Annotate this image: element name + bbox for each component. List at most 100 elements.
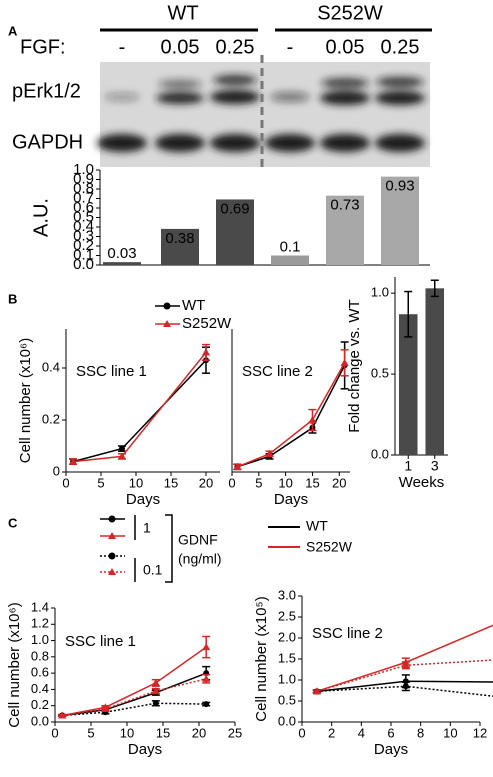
- annotation: SSC line 2: [312, 625, 383, 642]
- value-label: 0.03: [107, 245, 136, 262]
- panel-label: B: [8, 291, 17, 306]
- x-axis-label: Days: [126, 491, 160, 508]
- dose-label: 0.1: [143, 562, 163, 578]
- y-tick-label: 0.4: [42, 359, 60, 374]
- y-tick-label: 0.7: [73, 189, 94, 206]
- marker: [202, 643, 211, 651]
- y-tick-label: 0.5: [278, 692, 296, 707]
- marker: [340, 358, 349, 366]
- panel-label: C: [8, 515, 18, 530]
- bar: [271, 255, 309, 265]
- x-tick-label: 0: [51, 725, 58, 740]
- x-tick-label: 5: [255, 475, 262, 490]
- y-tick-label: 0.2: [42, 411, 60, 426]
- category-label: -: [119, 36, 126, 58]
- x-tick-label: 20: [332, 475, 346, 490]
- marker: [312, 687, 321, 695]
- y-tick-label: 0.6: [31, 665, 49, 680]
- category-label: 0.05: [326, 36, 365, 58]
- value-label: 0.38: [165, 230, 194, 247]
- y-tick-label: 0.2: [31, 697, 49, 712]
- series-line: [62, 672, 207, 717]
- marker: [402, 683, 409, 690]
- series-line: [62, 646, 207, 717]
- marker: [308, 416, 317, 423]
- x-tick-label: 25: [228, 725, 242, 740]
- value-label: 0.1: [280, 238, 301, 255]
- y-axis-label: Cell number (x10⁶): [17, 338, 34, 463]
- x-tick-label: 10: [120, 725, 134, 740]
- y-tick-label: 2.0: [278, 629, 296, 644]
- x-tick-label: 3: [431, 458, 439, 474]
- panel-label: A: [8, 23, 18, 38]
- dose-label: 1: [143, 520, 151, 536]
- bar: [161, 228, 199, 265]
- bar: [425, 288, 445, 455]
- annotation: SSC line 1: [65, 633, 136, 650]
- x-axis-label: Days: [374, 741, 408, 758]
- marker: [151, 687, 160, 695]
- y-tick-label: 0: [53, 463, 60, 478]
- value-label: 0.73: [330, 197, 359, 214]
- category-label: 0.25: [216, 36, 255, 58]
- bar: [103, 262, 141, 265]
- annotation: SSC line 2: [242, 363, 313, 380]
- y-tick-label: 1.0: [73, 161, 94, 178]
- legend-label: WT: [306, 518, 328, 534]
- annotation: SSC line 1: [76, 363, 147, 380]
- x-axis-label: Days: [128, 741, 162, 758]
- bar: [398, 314, 418, 455]
- marker: [202, 674, 211, 682]
- bar: [326, 195, 364, 265]
- x-tick-label: 0: [298, 725, 305, 740]
- blot-row-label: GAPDH: [12, 131, 83, 153]
- marker: [119, 445, 125, 452]
- y-tick-label: 0.4: [31, 681, 49, 696]
- y-tick-label: 0.3: [73, 227, 94, 244]
- bar: [381, 176, 419, 265]
- x-tick-label: 20: [199, 475, 213, 490]
- x-tick-label: 0: [228, 475, 235, 490]
- marker: [69, 457, 77, 465]
- y-tick-label: 0.1: [73, 246, 94, 263]
- marker: [265, 449, 274, 457]
- y-tick-label: 0.4: [73, 218, 94, 235]
- y-axis-label: Cell number (x10⁶): [6, 602, 23, 727]
- marker: [151, 678, 160, 686]
- x-tick-label: 15: [305, 475, 319, 490]
- y-tick-label: 0.0: [371, 446, 389, 461]
- y-tick-label: 0.2: [73, 237, 94, 254]
- x-tick-label: 5: [97, 475, 104, 490]
- y-tick-label: 1.0: [31, 632, 49, 647]
- y-tick-label: 1.0: [278, 671, 296, 686]
- blot-row-label: pErk1/2: [12, 80, 81, 102]
- y-axis-label: Cell number (x10⁵): [253, 596, 270, 721]
- y-tick-label: 0.5: [73, 208, 94, 225]
- marker: [118, 452, 126, 460]
- series-line: [237, 365, 346, 468]
- y-tick-label: 3.0: [278, 587, 296, 602]
- y-tick-label: 2.5: [278, 608, 296, 623]
- x-tick-label: 1: [404, 458, 412, 474]
- x-tick-label: 10: [129, 475, 143, 490]
- western-blot: [97, 55, 430, 168]
- y-tick-label: 0.0: [73, 256, 94, 273]
- x-axis-label: Days: [274, 491, 308, 508]
- x-tick-label: 12: [473, 725, 487, 740]
- x-tick-label: 6: [387, 725, 394, 740]
- y-tick-label: 0.9: [73, 170, 94, 187]
- y-axis-label: A.U.: [30, 198, 52, 237]
- x-tick-label: 15: [164, 475, 178, 490]
- y-tick-label: 1.2: [31, 616, 49, 631]
- y-tick-label: 1.4: [31, 599, 49, 614]
- x-tick-label: 4: [358, 725, 365, 740]
- treatment-label: FGF:: [20, 36, 66, 58]
- legend-marker: [163, 320, 171, 327]
- category-label: -: [287, 36, 294, 58]
- x-tick-label: 20: [192, 725, 206, 740]
- y-tick-label: 1.0: [371, 285, 389, 300]
- dose-legend: [100, 514, 300, 583]
- category-label: 0.25: [381, 36, 420, 58]
- y-tick-label: 1.5: [278, 650, 296, 665]
